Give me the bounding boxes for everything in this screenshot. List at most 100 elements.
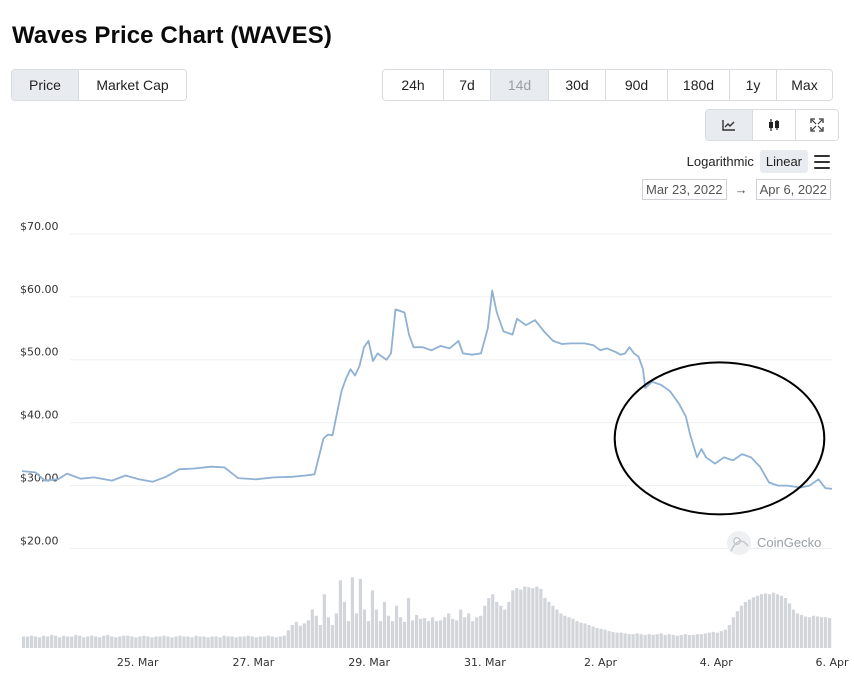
volume-bar <box>406 598 411 648</box>
volume-bar <box>266 635 270 648</box>
volume-bar <box>611 631 615 648</box>
price-series-line <box>21 289 833 490</box>
range-max[interactable]: Max <box>776 70 832 100</box>
volume-bar <box>819 617 824 648</box>
x-tick-label: 27. Mar <box>233 656 275 669</box>
volume-bar <box>515 588 519 648</box>
volume-bar <box>118 636 122 648</box>
volume-bar <box>751 597 756 648</box>
volume-bar <box>815 616 820 648</box>
y-tick-label: $50.00 <box>20 346 59 359</box>
volume-bar <box>186 636 190 648</box>
range-24h[interactable]: 24h <box>383 70 443 100</box>
menu-icon[interactable] <box>814 154 830 169</box>
volume-bar <box>683 634 687 648</box>
volume-bar <box>823 617 828 648</box>
volume-bar <box>507 601 511 648</box>
volume-bar <box>286 630 290 648</box>
tab-market-cap[interactable]: Market Cap <box>78 70 186 100</box>
range-90d[interactable]: 90d <box>605 70 667 100</box>
volume-bar <box>575 621 579 648</box>
volume-bar <box>667 634 671 648</box>
volume-bar <box>791 609 796 648</box>
fullscreen-button[interactable] <box>795 110 838 140</box>
volume-bar <box>362 609 367 648</box>
volume-bar <box>663 634 667 648</box>
volume-bar <box>230 636 234 648</box>
volume-bar <box>254 637 258 648</box>
line-chart-icon <box>722 120 735 131</box>
volume-bar <box>238 636 242 648</box>
range-7d[interactable]: 7d <box>443 70 490 100</box>
volume-bar <box>62 635 66 648</box>
tab-price[interactable]: Price <box>12 70 78 100</box>
volume-bar <box>467 613 471 648</box>
volume-bar <box>358 578 363 648</box>
x-tick-label: 2. Apr <box>584 656 617 669</box>
scale-toggle: Logarithmic Linear <box>681 150 830 173</box>
volume-bar <box>202 636 206 648</box>
range-1y[interactable]: 1y <box>729 70 776 100</box>
volume-bar <box>378 621 383 648</box>
volume-bar <box>811 615 816 648</box>
volume-bar <box>210 636 214 648</box>
volume-bar <box>214 636 218 648</box>
volume-bar <box>374 609 379 648</box>
volume-bar <box>54 635 58 648</box>
volume-bar <box>655 634 659 648</box>
volume-bar <box>422 618 427 648</box>
x-tick-label: 29. Mar <box>348 656 390 669</box>
range-14d[interactable]: 14d <box>490 70 548 100</box>
range-30d[interactable]: 30d <box>548 70 605 100</box>
volume-bar <box>98 637 102 648</box>
volume-bar <box>222 635 226 648</box>
candlestick-button[interactable] <box>752 110 795 140</box>
volume-bar <box>410 620 415 648</box>
range-toggle: 24h 7d 14d 30d 90d 180d 1y Max <box>382 69 833 101</box>
volume-bar <box>559 613 563 648</box>
volume-bar <box>386 615 391 648</box>
volume-bar <box>435 621 439 648</box>
volume-bar <box>82 637 86 648</box>
volume-bar <box>803 616 808 648</box>
volume-bar <box>583 623 587 648</box>
volume-bar <box>390 621 395 648</box>
y-tick-label: $20.00 <box>20 535 59 548</box>
volume-bar <box>66 636 70 648</box>
volume-bar <box>138 636 142 648</box>
volume-bar <box>34 636 38 648</box>
volume-bar <box>26 636 30 648</box>
volume-bar <box>350 577 355 648</box>
volume-bar <box>402 621 407 648</box>
volume-bar <box>535 586 539 648</box>
volume-bar <box>679 634 683 648</box>
volume-bar <box>314 615 318 648</box>
volume-bar <box>531 588 535 648</box>
volume-bar <box>643 634 647 648</box>
volume-bar <box>511 590 515 648</box>
volume-bar <box>306 620 310 648</box>
volume-bar <box>715 632 719 648</box>
volume-bar <box>126 635 130 648</box>
volume-bar <box>94 636 98 648</box>
volume-bar <box>827 618 832 648</box>
volume-bar <box>102 635 106 648</box>
x-tick-label: 31. Mar <box>464 656 506 669</box>
scale-logarithmic[interactable]: Logarithmic <box>686 154 754 169</box>
date-from-input[interactable]: Mar 23, 2022 <box>642 179 727 200</box>
volume-bar <box>134 637 138 648</box>
line-chart-button[interactable] <box>706 110 752 140</box>
date-to-input[interactable]: Apr 6, 2022 <box>755 179 831 200</box>
volume-bar <box>270 636 274 648</box>
volume-bar <box>443 617 447 648</box>
volume-bar <box>451 618 455 648</box>
volume-bar <box>178 635 182 648</box>
scale-linear[interactable]: Linear <box>759 150 808 173</box>
range-180d[interactable]: 180d <box>667 70 729 100</box>
date-range: Mar 23, 2022 → Apr 6, 2022 <box>642 179 831 200</box>
volume-bar <box>771 592 776 648</box>
volume-bar <box>631 634 635 648</box>
volume-bar <box>567 617 571 648</box>
volume-bar <box>483 605 487 648</box>
